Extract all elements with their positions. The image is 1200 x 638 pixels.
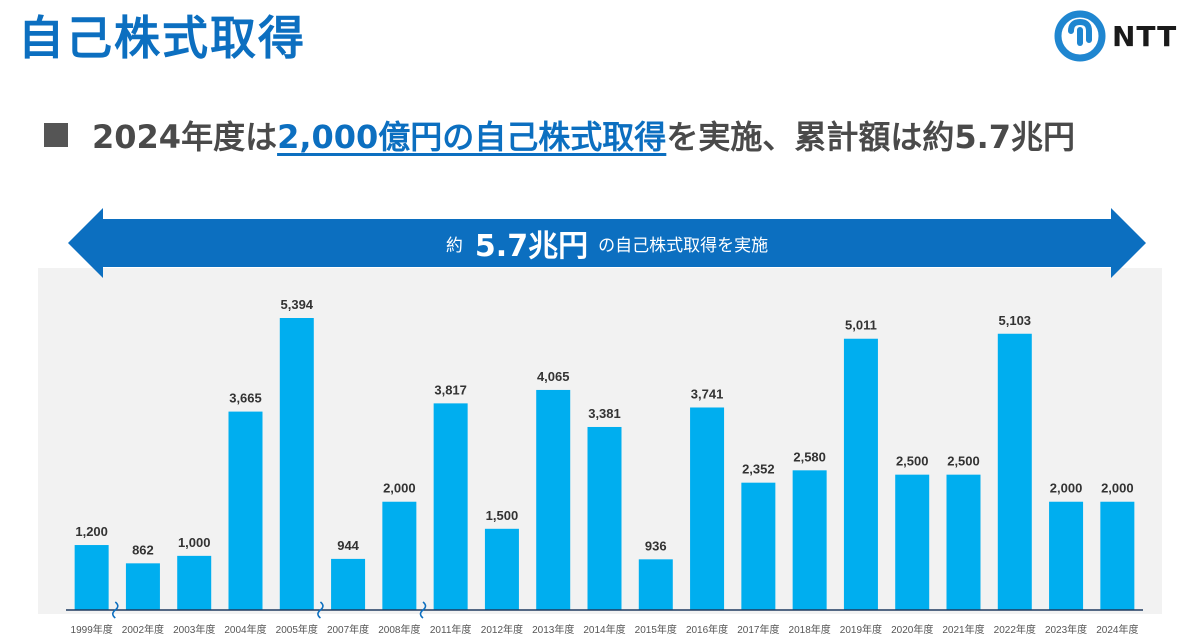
x-tick-label: 2008年度 — [378, 623, 420, 636]
x-tick-label: 2023年度 — [1045, 623, 1087, 636]
bar — [279, 318, 314, 610]
x-tick-label: 1999年度 — [71, 623, 113, 636]
x-tick-label: 2003年度 — [173, 623, 215, 636]
x-tick-label: 2019年度 — [840, 623, 882, 636]
x-tick-label: 2020年度 — [891, 623, 933, 636]
ntt-logo-icon — [1054, 10, 1106, 62]
axis-break-icon — [317, 601, 324, 619]
page-title: 自己株式取得 — [18, 11, 306, 65]
bar — [536, 389, 571, 610]
bar-value-label: 3,665 — [229, 391, 262, 406]
x-tick-label: 2011年度 — [430, 623, 472, 636]
bar — [843, 338, 878, 610]
x-tick-label: 2002年度 — [122, 623, 164, 636]
bar — [997, 333, 1032, 610]
bar-value-label: 936 — [645, 538, 667, 553]
bar — [895, 474, 930, 610]
bar — [946, 474, 981, 610]
x-tick-label: 2013年度 — [532, 623, 574, 636]
bar-value-label: 2,500 — [896, 454, 929, 469]
bar — [587, 426, 622, 610]
bar-value-label: 2,352 — [742, 462, 775, 477]
bar-value-label: 4,065 — [537, 369, 570, 384]
bar — [74, 545, 109, 610]
headline-text: 2024年度は2,000億円の自己株式取得を実施、累計額は約5.7兆円 — [92, 112, 1075, 158]
headline-highlight: 2,000億円の自己株式取得 — [277, 118, 667, 156]
bar — [228, 411, 263, 610]
bar-value-label: 5,011 — [845, 318, 877, 333]
bar — [382, 501, 417, 610]
x-tick-label: 2021年度 — [942, 623, 984, 636]
x-tick-label: 2016年度 — [686, 623, 728, 636]
bar-value-label: 862 — [132, 542, 154, 557]
bar — [1100, 501, 1135, 610]
bar-value-label: 2,500 — [947, 454, 980, 469]
ntt-logo: NTT — [1054, 8, 1177, 64]
axis-break-icon — [419, 601, 427, 619]
bar-value-label: 1,500 — [486, 508, 519, 523]
x-tick-label: 2005年度 — [276, 623, 318, 636]
logo-text: NTT — [1112, 19, 1178, 53]
x-tick-label: 2007年度 — [327, 623, 369, 636]
bar — [638, 559, 673, 610]
x-tick-label: 2014年度 — [583, 623, 625, 636]
x-tick-label: 2018年度 — [789, 623, 831, 636]
bar — [433, 403, 468, 610]
bar-value-label: 2,580 — [793, 449, 826, 464]
bar-value-label: 3,817 — [434, 382, 467, 397]
bar — [484, 528, 519, 610]
x-tick-label: 2012年度 — [481, 623, 523, 636]
bar-value-label: 1,000 — [178, 535, 211, 550]
x-tick-label: 2004年度 — [224, 623, 266, 636]
arrow-prefix: 約 — [445, 235, 463, 256]
arrow-suffix: の自己株式取得を実施 — [598, 235, 769, 256]
bar-value-label: 5,103 — [999, 313, 1032, 328]
bar — [125, 563, 160, 610]
bar-value-label: 944 — [337, 538, 359, 553]
headline-post: を実施、累計額は約5.7兆円 — [666, 118, 1076, 156]
bar-value-label: 5,394 — [281, 297, 314, 312]
arrow-value: 5.7兆円 — [474, 229, 589, 264]
headline-pre: 2024年度は — [92, 118, 278, 156]
bar-value-label: 2,000 — [383, 481, 416, 496]
x-tick-label: 2017年度 — [737, 623, 779, 636]
bar — [177, 555, 212, 610]
bar — [331, 558, 366, 610]
headline: 2024年度は2,000億円の自己株式取得を実施、累計額は約5.7兆円 — [44, 112, 1075, 158]
axis-break-icon — [111, 601, 119, 619]
bar — [792, 470, 827, 610]
bar — [1049, 501, 1084, 610]
arrow-label: 約 5.7兆円 の自己株式取得を実施 — [68, 208, 1146, 278]
bar-value-label: 3,381 — [588, 406, 621, 421]
cumulative-arrow: 約 5.7兆円 の自己株式取得を実施 — [68, 208, 1146, 278]
bar-value-label: 2,000 — [1101, 481, 1134, 496]
bar-value-label: 3,741 — [691, 386, 724, 401]
square-bullet-icon — [44, 123, 68, 147]
bar — [690, 407, 725, 610]
bar-value-label: 1,200 — [75, 524, 108, 539]
bar — [741, 482, 776, 610]
bar-value-label: 2,000 — [1050, 481, 1083, 496]
x-tick-label: 2022年度 — [994, 623, 1036, 636]
x-tick-label: 2024年度 — [1096, 623, 1138, 636]
double-arrow-icon — [68, 208, 1146, 278]
x-tick-label: 2015年度 — [635, 623, 677, 636]
